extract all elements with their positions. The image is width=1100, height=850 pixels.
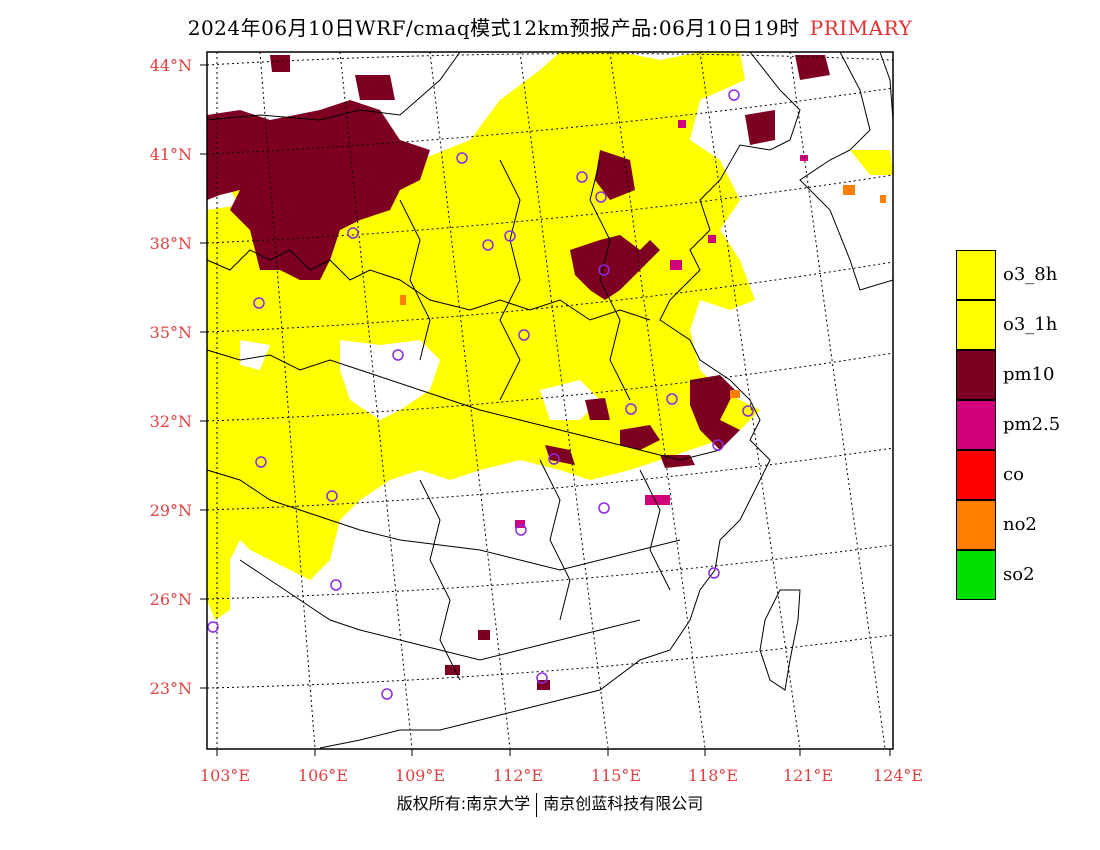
map-title: 2024年06月10日WRF/cmaq模式12km预报产品:06月10日19时 P… <box>0 12 1100 41</box>
lon-tick-115: 115°E <box>590 766 642 785</box>
boundaries <box>206 51 894 749</box>
footer-left: 版权所有:南京大学 <box>396 794 531 813</box>
legend-swatch-o3-1h <box>956 300 996 350</box>
legend-label-pm10: pm10 <box>1003 364 1055 385</box>
no2-spots <box>400 185 886 398</box>
legend-swatch-o3-8h <box>956 250 996 300</box>
lon-tick-118: 118°E <box>687 766 739 785</box>
axis-ticks <box>200 64 891 756</box>
graticule <box>206 51 894 749</box>
lon-tick-124: 124°E <box>872 766 924 785</box>
station-markers <box>207 89 754 700</box>
legend-swatch-co <box>956 450 996 500</box>
legend-swatch-so2 <box>956 550 996 600</box>
footer-right: 南京创蓝科技有限公司 <box>543 794 704 813</box>
legend-label-co: co <box>1003 464 1024 485</box>
lon-tick-103: 103°E <box>199 766 251 785</box>
lat-tick-29: 29°N <box>149 501 192 520</box>
lat-tick-44: 44°N <box>149 56 192 75</box>
lon-tick-112: 112°E <box>492 766 544 785</box>
legend-label-so2: so2 <box>1003 564 1035 585</box>
lat-tick-32: 32°N <box>149 412 192 431</box>
legend-label-o3-1h: o3_1h <box>1003 314 1058 335</box>
footer-separator <box>536 792 538 817</box>
lat-tick-41: 41°N <box>149 145 192 164</box>
legend-label-no2: no2 <box>1003 514 1037 535</box>
lat-tick-26: 26°N <box>149 590 192 609</box>
pm10-region <box>207 55 830 690</box>
legend-label-pm25: pm2.5 <box>1003 414 1061 435</box>
legend-swatch-pm10 <box>956 350 996 400</box>
legend-swatch-pm25 <box>956 400 996 450</box>
lon-tick-106: 106°E <box>297 766 349 785</box>
title-main: 2024年06月10日WRF/cmaq模式12km预报产品:06月10日19时 <box>187 16 800 40</box>
lon-tick-109: 109°E <box>394 766 446 785</box>
lon-tick-121: 121°E <box>782 766 834 785</box>
copyright-footer: 版权所有:南京大学 南京创蓝科技有限公司 <box>0 790 1100 817</box>
title-tag: PRIMARY <box>809 16 913 40</box>
legend-label-o3-8h: o3_8h <box>1003 264 1058 285</box>
clear-areas <box>207 190 600 420</box>
lat-tick-35: 35°N <box>149 323 192 342</box>
lat-tick-38: 38°N <box>149 234 192 253</box>
map-frame <box>206 51 894 750</box>
legend-swatch-no2 <box>956 500 996 550</box>
lat-tick-23: 23°N <box>149 679 192 698</box>
